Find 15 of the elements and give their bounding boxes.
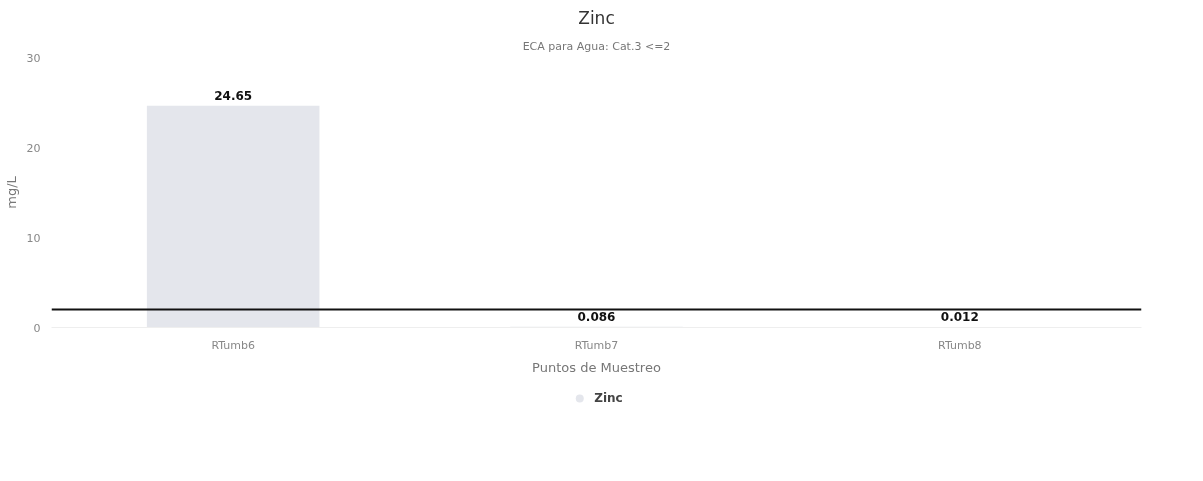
data-label: 24.65 [214, 88, 253, 103]
legend-label: Zinc [594, 391, 623, 405]
data-label: 0.086 [577, 309, 616, 324]
y-tick-label: 0 [33, 321, 41, 335]
x-tick-label: RTumb6 [211, 338, 255, 352]
chart-subtitle: ECA para Agua: Cat.3 <=2 [522, 39, 671, 53]
y-tick-label: 30 [26, 51, 41, 65]
data-label: 0.012 [940, 310, 979, 325]
chart-title: Zinc [578, 7, 615, 28]
x-axis-title: Puntos de Muestreo [532, 359, 661, 375]
x-tick-label: RTumb8 [938, 338, 982, 352]
y-tick-label: 10 [26, 231, 41, 245]
x-tick-label: RTumb7 [574, 338, 619, 352]
y-tick-label: 20 [26, 141, 41, 155]
y-axis-title: mg/L [3, 175, 19, 209]
